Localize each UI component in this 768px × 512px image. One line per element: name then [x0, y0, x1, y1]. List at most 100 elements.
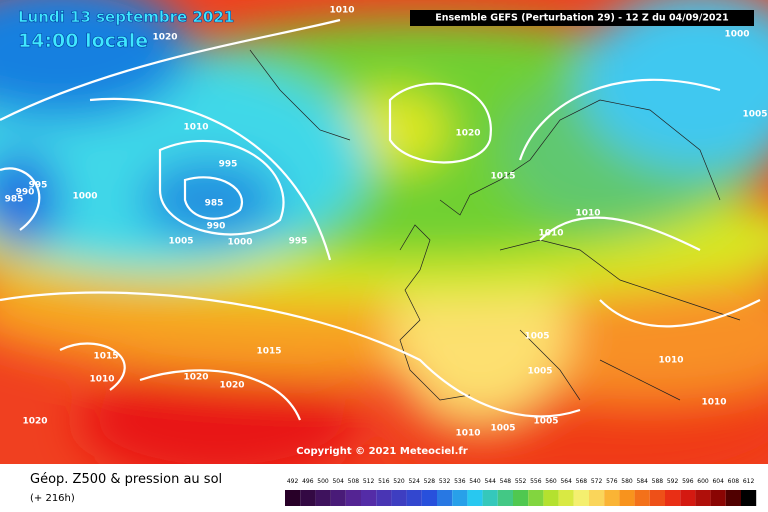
scale-swatch — [604, 490, 620, 506]
scale-swatch — [300, 490, 316, 506]
scale-label: 496 — [302, 478, 314, 485]
isobar-label: 995 — [219, 160, 238, 170]
isobar-label: 1010 — [329, 6, 354, 16]
isobar-label: 1010 — [89, 375, 114, 385]
scale-label: 528 — [424, 478, 436, 485]
scale-swatch — [345, 490, 361, 506]
scale-label: 588 — [652, 478, 664, 485]
scale-swatch — [391, 490, 407, 506]
scale-label: 508 — [348, 478, 360, 485]
scale-label: 544 — [484, 478, 496, 485]
scale-swatch — [285, 490, 301, 506]
isobar-label: 1015 — [256, 347, 281, 357]
isobar-label: 1005 — [168, 237, 193, 247]
color-scale: 492 496 500 504 508 512 516 520 524 528 532 536 540 5… — [285, 478, 757, 506]
scale-swatch — [725, 490, 741, 506]
scale-label: 540 — [469, 478, 481, 485]
scale-label: 604 — [712, 478, 724, 485]
isobar-label: 1020 — [219, 381, 244, 391]
isobar-lines — [0, 18, 761, 421]
isobar-label: 1010 — [575, 209, 600, 219]
time-label: 14:00 locale — [18, 30, 148, 52]
scale-swatch — [619, 490, 635, 506]
isobar-label: 990 — [16, 188, 35, 198]
scale-label: 592 — [667, 478, 679, 485]
copyright: Copyright © 2021 Meteociel.fr — [296, 446, 467, 457]
isobar-label: 985 — [205, 199, 224, 209]
isobar-label: 1010 — [658, 356, 683, 366]
legend-title: Géop. Z500 & pression au sol — [30, 472, 222, 487]
scale-label: 580 — [621, 478, 633, 485]
scale-swatch — [589, 490, 605, 506]
scale-label: 536 — [454, 478, 466, 485]
scale-swatch — [513, 490, 529, 506]
isobar-label: 1015 — [93, 352, 118, 362]
scale-label: 584 — [636, 478, 648, 485]
scale-label: 560 — [545, 478, 557, 485]
isobar-label: 995 — [289, 237, 308, 247]
isobar-label: 1000 — [227, 238, 252, 248]
scale-label: 608 — [728, 478, 740, 485]
isobar-label: 1005 — [524, 332, 549, 342]
isobar-label: 1010 — [538, 229, 563, 239]
scale-swatch — [421, 490, 437, 506]
isobar-label: 1015 — [490, 172, 515, 182]
isobar-label: 1010 — [701, 398, 726, 408]
scale-swatch — [665, 490, 681, 506]
scale-label: 504 — [332, 478, 344, 485]
scale-swatch — [543, 490, 559, 506]
scale-label: 556 — [530, 478, 542, 485]
isobar-label: 985 — [5, 195, 24, 205]
isobar-label: 1005 — [490, 424, 515, 434]
date-label: Lundi 13 septembre 2021 — [18, 8, 234, 26]
scale-swatch — [695, 490, 711, 506]
scale-label: 564 — [560, 478, 572, 485]
scale-swatch — [710, 490, 726, 506]
scale-swatch — [741, 490, 757, 506]
scale-swatch — [467, 490, 483, 506]
scale-label: 576 — [606, 478, 618, 485]
scale-swatch — [573, 490, 589, 506]
isobar-label: 1000 — [724, 30, 749, 40]
scale-swatch — [437, 490, 453, 506]
scale-label: 548 — [500, 478, 512, 485]
scale-label: 492 — [287, 478, 299, 485]
isobar-label: 1020 — [22, 417, 47, 427]
scale-swatch — [634, 490, 650, 506]
scale-label: 524 — [408, 478, 420, 485]
isobar-label: 1020 — [152, 33, 177, 43]
run-label: Ensemble GEFS (Perturbation 29) - 12 Z d… — [435, 13, 729, 24]
scale-label: 612 — [743, 478, 755, 485]
scale-label: 512 — [363, 478, 375, 485]
isobar-label: 1005 — [527, 367, 552, 377]
coastline — [249, 49, 741, 401]
scale-swatch — [452, 490, 468, 506]
scale-label: 600 — [697, 478, 709, 485]
isobar-label: 995 — [29, 181, 48, 191]
scale-swatch — [482, 490, 498, 506]
scale-label: 532 — [439, 478, 451, 485]
scale-swatch — [680, 490, 696, 506]
isobar-label: 1010 — [455, 429, 480, 439]
isobar-label: 1005 — [742, 110, 767, 120]
isobar-label: 1020 — [183, 373, 208, 383]
scale-label: 520 — [393, 478, 405, 485]
legend-subtitle: (+ 216h) — [30, 493, 75, 504]
isobar-label: 1010 — [183, 123, 208, 133]
run-banner — [410, 10, 754, 26]
isobar-label: 1005 — [533, 417, 558, 427]
scale-swatch — [376, 490, 392, 506]
scale-swatch — [330, 490, 346, 506]
scale-swatch — [528, 490, 544, 506]
scale-swatch — [649, 490, 665, 506]
scale-label: 572 — [591, 478, 603, 485]
scale-label: 568 — [576, 478, 588, 485]
scale-swatch — [361, 490, 377, 506]
scale-swatch — [315, 490, 331, 506]
isobar-label: 990 — [207, 222, 226, 232]
scale-label: 516 — [378, 478, 390, 485]
scale-label: 596 — [682, 478, 694, 485]
